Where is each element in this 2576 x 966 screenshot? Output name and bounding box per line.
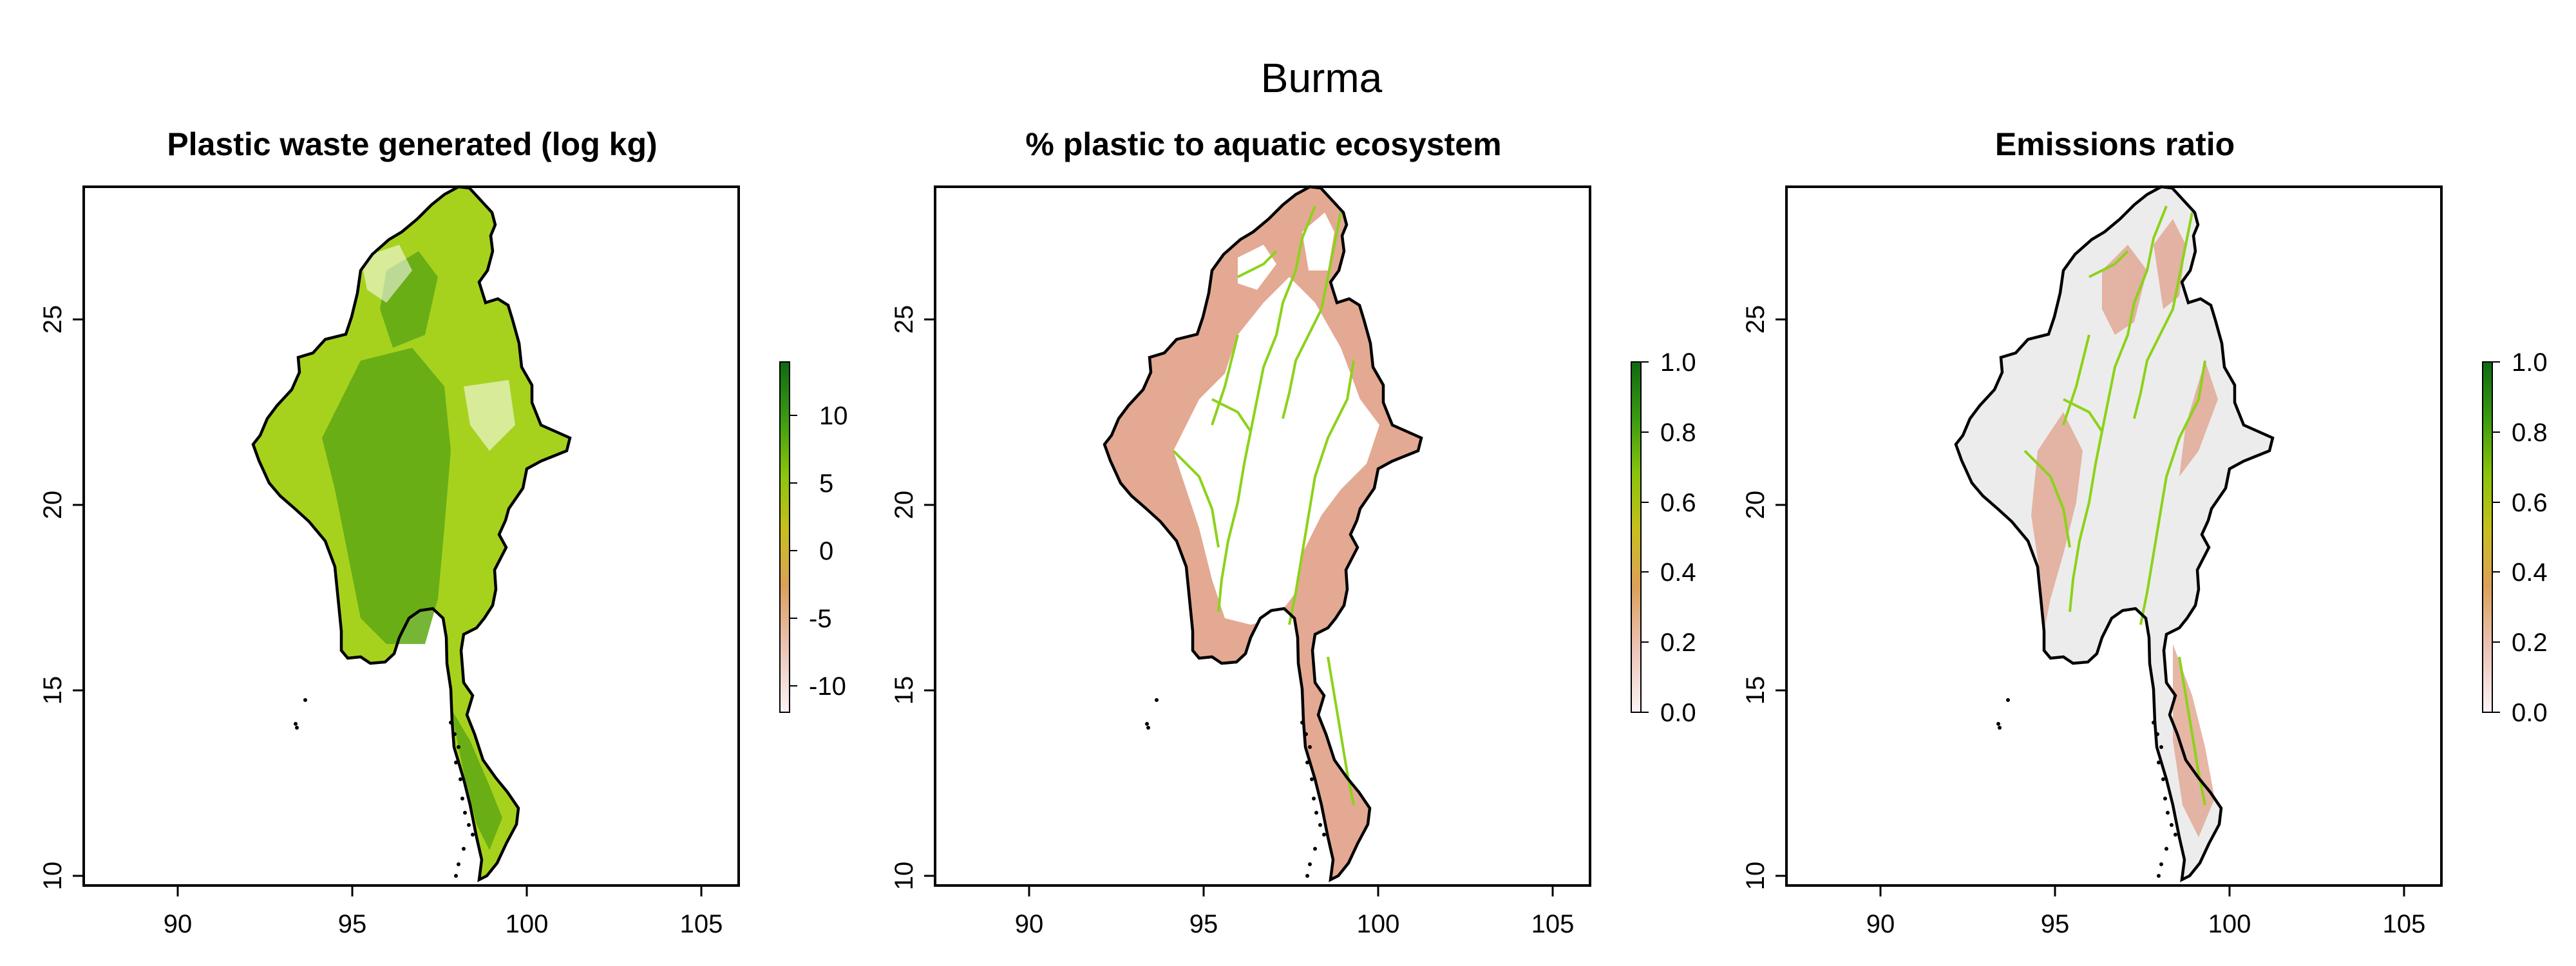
mid-values-area — [2031, 219, 2218, 837]
y-axis — [73, 318, 84, 877]
x-tick-label: 90 — [164, 910, 193, 938]
y-axis — [924, 318, 935, 877]
y-tick-label: 25 — [1741, 305, 1770, 334]
x-tick-label: 95 — [1189, 910, 1218, 938]
x-tick-label: 100 — [506, 910, 549, 938]
y-tick-label: 20 — [1741, 491, 1770, 520]
x-tick-label: 105 — [2383, 910, 2426, 938]
y-axis — [1776, 318, 1786, 877]
legend-tick-label: 0.0 — [1660, 699, 1696, 727]
x-axis — [176, 886, 703, 896]
y-tick-label: 10 — [890, 862, 918, 891]
legend-tick-label: 0.0 — [2512, 699, 2548, 727]
plot-frame — [1785, 185, 2443, 887]
x-tick-label: 95 — [2041, 910, 2070, 938]
panel-emissions-ratio: Emissions ratio — [1741, 126, 2548, 938]
x-tick-label: 105 — [1531, 910, 1575, 938]
burma-map — [253, 187, 570, 880]
legend-tick-label: 10 — [819, 402, 848, 430]
x-tick-label: 100 — [1357, 910, 1400, 938]
panel-title: Emissions ratio — [1995, 126, 2235, 162]
legend-tick-label: 0.6 — [2512, 489, 2548, 517]
sparse-areas — [361, 245, 515, 451]
y-tick-label: 25 — [890, 305, 918, 334]
burma-map — [1104, 187, 1421, 880]
panel-title: % plastic to aquatic ecosystem — [1025, 126, 1501, 162]
legend-tick-label: 0.8 — [1660, 419, 1696, 447]
panel-plastic-waste: Plastic waste generated (log kg) — [39, 126, 848, 938]
y-tick-label: 15 — [39, 676, 67, 705]
figure-title: Burma — [1261, 55, 1383, 101]
legend-tick-label: 0 — [819, 537, 833, 565]
plot-frame — [82, 185, 740, 887]
legend-tick-label: 0.6 — [1660, 489, 1696, 517]
plot-frame — [934, 185, 1591, 887]
x-tick-label: 95 — [338, 910, 367, 938]
legend-tick-label: 0.4 — [1660, 558, 1696, 587]
legend-colorbar: 1.0 0.8 0.6 0.4 0.2 0.0 — [2482, 348, 2548, 727]
legend-tick-label: -10 — [809, 672, 846, 701]
islands — [294, 698, 475, 878]
legend-colorbar: 10 5 0 -5 -10 — [779, 361, 848, 713]
x-tick-label: 90 — [1015, 910, 1044, 938]
y-tick-label: 15 — [890, 676, 918, 705]
rivers — [1172, 205, 1355, 806]
x-axis — [1879, 886, 2405, 896]
legend-tick-label: -5 — [809, 605, 832, 633]
rivers — [2023, 205, 2206, 806]
y-tick-label: 20 — [39, 491, 67, 520]
x-tick-label: 105 — [680, 910, 723, 938]
legend-tick-label: 5 — [819, 469, 833, 498]
legend-tick-label: 0.4 — [2512, 558, 2548, 587]
y-tick-label: 20 — [890, 491, 918, 520]
legend-tick-label: 0.2 — [1660, 629, 1696, 657]
panel-aquatic-ecosystem: % plastic to aquatic ecosystem — [890, 126, 1696, 938]
x-tick-label: 100 — [2208, 910, 2251, 938]
burma-map — [1956, 187, 2273, 880]
legend-tick-label: 1.0 — [2512, 348, 2548, 377]
legend-tick-label: 0.8 — [2512, 419, 2548, 447]
y-tick-label: 15 — [1741, 676, 1770, 705]
y-tick-label: 10 — [39, 862, 67, 891]
legend-colorbar: 1.0 0.8 0.6 0.4 0.2 0.0 — [1631, 348, 1696, 727]
y-tick-label: 25 — [39, 305, 67, 334]
islands — [1996, 698, 2177, 878]
dense-waste-area — [322, 251, 502, 850]
x-axis — [1028, 886, 1554, 896]
x-tick-label: 90 — [1866, 910, 1895, 938]
legend-tick-label: 1.0 — [1660, 348, 1696, 377]
y-tick-label: 10 — [1741, 862, 1770, 891]
islands — [1145, 698, 1326, 878]
legend-tick-label: 0.2 — [2512, 629, 2548, 657]
panel-title: Plastic waste generated (log kg) — [167, 126, 657, 162]
